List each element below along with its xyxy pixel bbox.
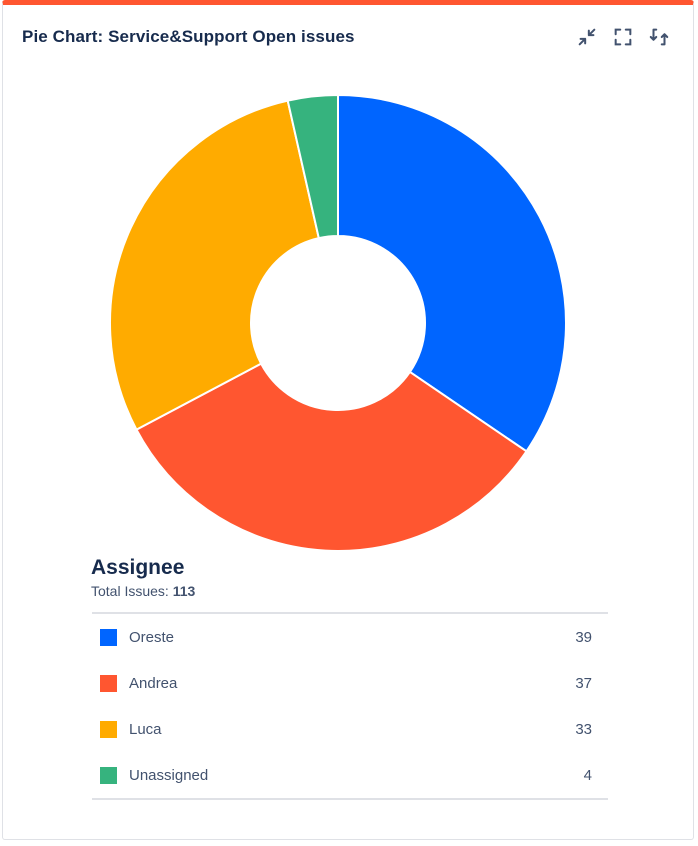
legend-swatch [100,766,117,784]
gadget-header: Pie Chart: Service&Support Open issues [3,5,693,63]
fullscreen-button[interactable] [611,25,635,49]
pie-slice-andrea[interactable] [135,362,528,552]
legend-label: Unassigned [129,766,209,784]
minimize-button[interactable] [575,25,599,49]
legend-value: 37 [575,674,592,692]
legend-value: 33 [575,720,592,738]
legend-value: 4 [583,766,592,784]
legend-row-oreste[interactable]: Oreste 39 [92,614,608,660]
gadget-title: Pie Chart: Service&Support Open issues [22,27,355,46]
total-issues: Total Issues: 113 [91,583,195,599]
donut-chart [109,93,567,552]
refresh-button[interactable] [647,25,671,49]
legend-label: Luca [129,720,162,738]
total-issues-value: 113 [172,583,196,599]
legend-label: Andrea [129,674,178,692]
pie-slice-unassigned[interactable] [286,93,339,240]
total-issues-label: Total Issues: [91,583,169,599]
legend-row-unassigned[interactable]: Unassigned 4 [92,752,608,798]
legend-label: Oreste [129,628,175,646]
legend-table: Oreste 39 Andrea 37 Luca 33 Unassigned 4 [92,612,608,800]
legend-swatch [100,674,117,692]
refresh-icon [649,28,669,46]
legend-row-andrea[interactable]: Andrea 37 [92,660,608,706]
legend-swatch [100,720,117,738]
pie-slice-oreste[interactable] [337,93,567,453]
legend-title: Assignee [91,556,185,579]
minimize-icon [578,28,596,46]
legend-header: Assignee Total Issues: 113 [91,555,195,599]
legend-swatch [100,628,117,646]
fullscreen-icon [614,28,632,46]
pie-slice-luca[interactable] [109,99,321,431]
gadget-actions [575,25,671,49]
legend-row-luca[interactable]: Luca 33 [92,706,608,752]
legend-value: 39 [575,628,592,646]
